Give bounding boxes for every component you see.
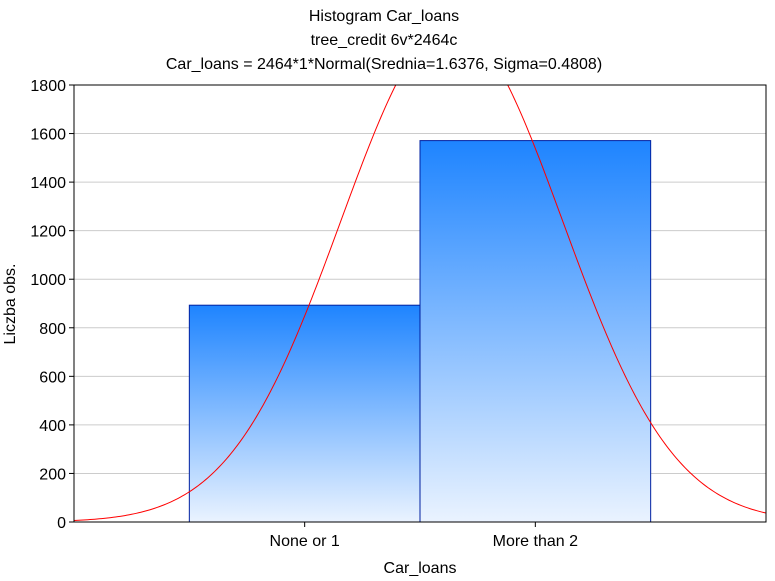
normal-fit-curve [74,85,766,521]
plot-frame [73,84,767,523]
x-tick-label: None or 1 [270,533,340,550]
chart-title: Histogram Car_loans [309,8,459,25]
y-tick-label: 400 [39,418,66,435]
y-axis-ticks: 0 200 400 600 800 1000 1200 1400 1600 1800 [30,78,74,532]
fit-curve-layer [74,85,766,521]
y-tick-label: 1000 [30,272,66,289]
bar [188,304,421,523]
x-tick-label: More than 2 [493,533,578,550]
y-tick-label: 1800 [30,78,66,95]
y-tick-label: 1600 [30,127,66,144]
y-tick-label: 800 [39,321,66,338]
x-axis-ticks: None or 1 More than 2 [270,522,578,550]
x-axis-label: Car_loans [384,560,457,577]
y-tick-label: 200 [39,466,66,483]
chart-fit-description: Car_loans = 2464*1*Normal(Srednia=1.6376… [166,56,602,73]
bars [188,140,652,523]
chart-subtitle: tree_credit 6v*2464c [311,32,458,49]
y-axis-label: Liczba obs. [2,264,19,345]
y-tick-label: 600 [39,369,66,386]
y-tick-label: 0 [57,515,66,532]
y-tick-label: 1200 [30,224,66,241]
bar [419,140,652,523]
y-tick-label: 1400 [30,175,66,192]
